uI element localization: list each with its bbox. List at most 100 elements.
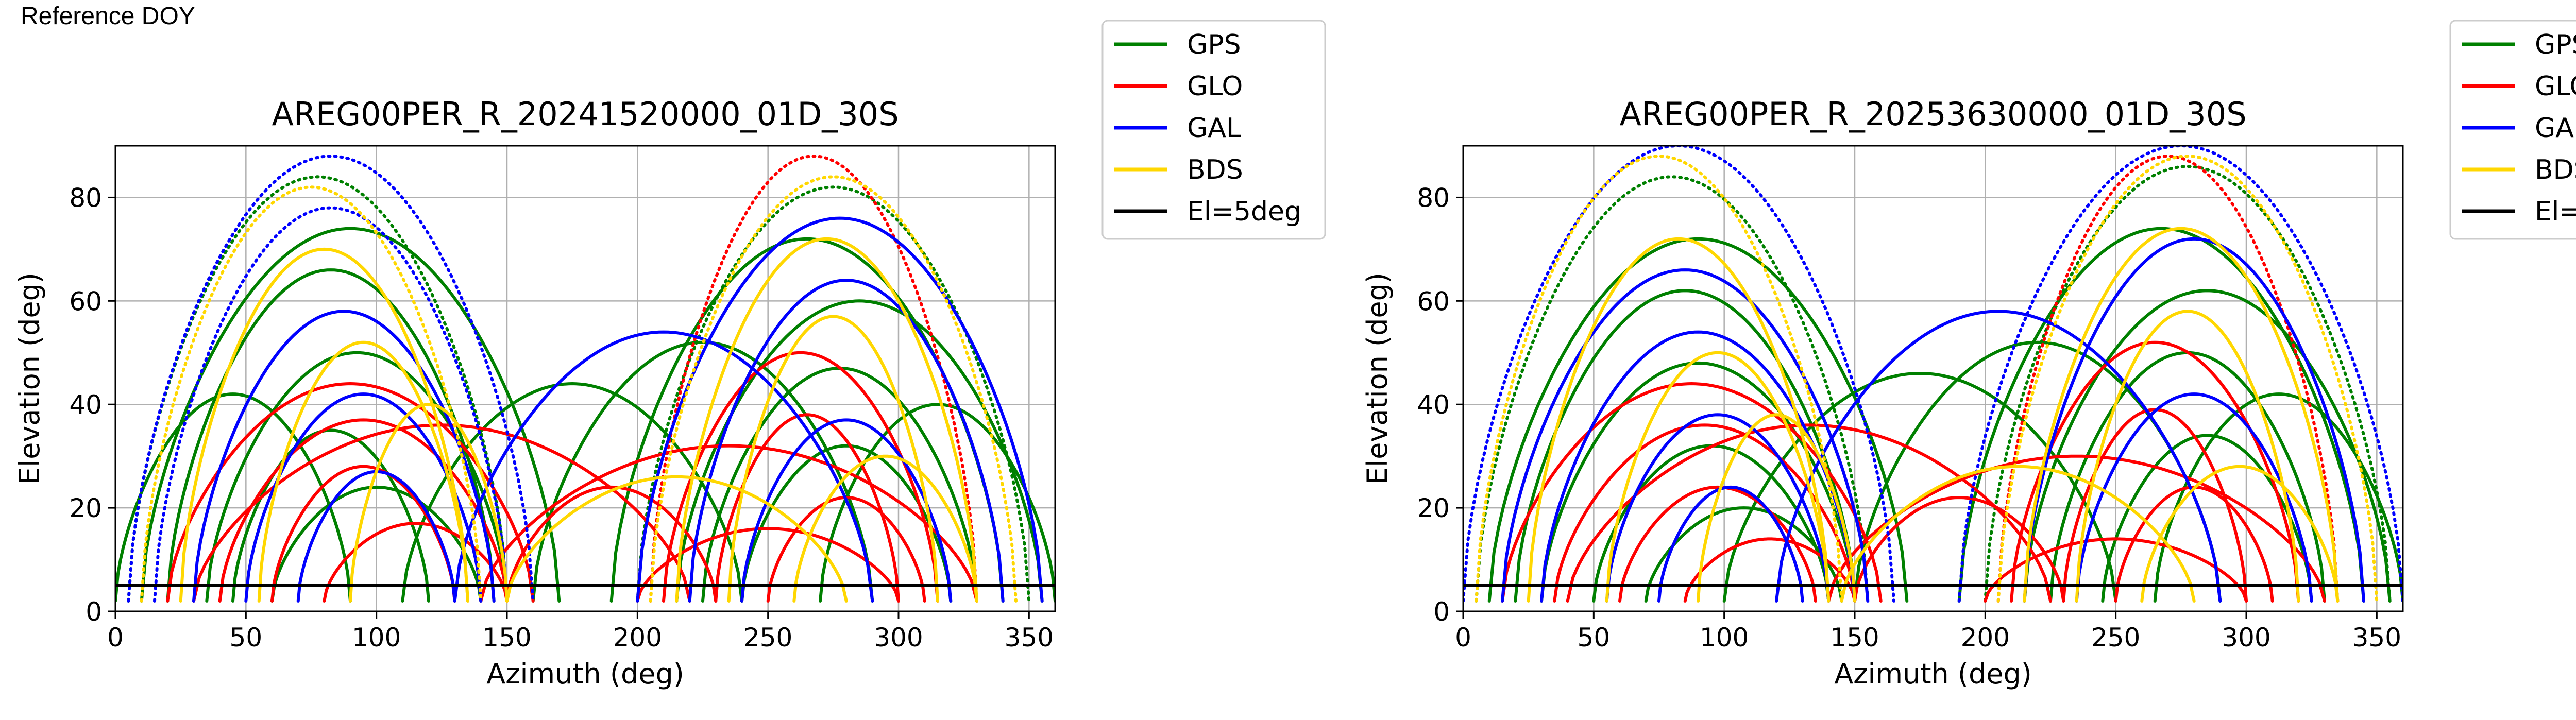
satellite-track [257, 340, 469, 603]
x-tick-label: 100 [352, 623, 401, 653]
legend-label: BDS [2535, 155, 2576, 185]
x-tick-label: 350 [2352, 623, 2401, 653]
skyplot-panel-1: 0 50 100 150 200 250 300 350 0 20 40 60 80 AREG00PER_… [13, 20, 1326, 690]
x-tick-label: 0 [1455, 623, 1471, 653]
series-bds [140, 175, 1018, 603]
satellite-track [2075, 392, 2313, 603]
x-tick-label: 250 [2091, 623, 2140, 653]
satellite-tracks [115, 155, 1055, 603]
x-tick-label: 150 [1830, 623, 1879, 653]
satellite-track [688, 279, 1005, 603]
x-tick-label: 300 [2222, 623, 2270, 653]
satellite-tracks [1463, 146, 2403, 603]
reference-doy-label: Reference DOY [21, 3, 195, 30]
x-tick-label: 0 [107, 623, 124, 653]
plot-area [1463, 146, 2403, 611]
legend-box [1101, 20, 1326, 240]
satellite-track [453, 330, 874, 603]
satellite-track [819, 403, 1055, 603]
legend-label: GLO [1187, 71, 1243, 102]
axes-frame [1462, 145, 2404, 612]
satellite-track [1697, 413, 1856, 603]
satellite-track [1540, 330, 1856, 603]
satellite-track [1840, 465, 2196, 603]
x-axis-label: Azimuth (deg) [1834, 658, 2032, 690]
x-tick-label: 250 [743, 623, 792, 653]
x-tick-label: 150 [482, 623, 531, 653]
y-tick-label: 80 [69, 183, 102, 213]
legend-box [2449, 20, 2576, 240]
series-gal [1463, 146, 2403, 603]
chart-title: AREG00PER_R_20241520000_01D_30S [272, 95, 899, 133]
satellite-track [1853, 495, 2065, 603]
satellite-track [270, 485, 483, 603]
chart-title: AREG00PER_R_20253630000_01D_30S [1619, 95, 2246, 133]
satellite-track [505, 485, 718, 603]
satellite-track [2153, 392, 2403, 603]
satellite-track [127, 175, 509, 603]
satellite-track [1657, 485, 1804, 603]
satellite-track [792, 454, 978, 603]
y-tick-label: 80 [1417, 183, 1450, 213]
satellite-track [1775, 310, 2222, 603]
y-tick-label: 0 [1433, 597, 1450, 627]
axes-frame [114, 145, 1056, 612]
satellite-track [636, 216, 1044, 603]
legend-label: GPS [2535, 29, 2576, 60]
satellite-track [140, 185, 483, 603]
satellite-track [2140, 465, 2340, 603]
satellite-track [349, 403, 509, 603]
satellite-track [1501, 268, 1870, 603]
satellite-track [231, 428, 430, 603]
legend-label: GAL [1187, 113, 1241, 144]
satellite-track [1566, 423, 2052, 603]
satellite-track [1463, 146, 1895, 603]
satellite-track [140, 227, 561, 603]
y-axis-label: Elevation (deg) [1361, 272, 1394, 485]
satellite-track [662, 351, 939, 603]
satellite-track [1618, 485, 1817, 603]
satellite-track [166, 382, 535, 603]
y-axis-label: Elevation (deg) [13, 272, 46, 485]
satellite-track [244, 392, 483, 603]
satellite-track [115, 392, 352, 603]
satellite-track [1514, 289, 1856, 603]
satellite-track [1605, 413, 1831, 603]
satellite-track [505, 475, 848, 603]
satellite-track [727, 315, 939, 603]
series-bds [1475, 155, 2379, 603]
y-tick-label: 20 [1417, 493, 1450, 523]
y-tick-label: 20 [69, 493, 102, 523]
satellite-track [2023, 237, 2365, 603]
y-tick-label: 40 [1417, 390, 1450, 420]
legend-label: El=5deg [1187, 196, 1301, 227]
satellite-track [401, 382, 743, 603]
satellite-track [1957, 146, 2403, 603]
x-tick-label: 350 [1005, 623, 1054, 653]
satellite-track [740, 418, 953, 603]
x-tick-label: 100 [1700, 623, 1749, 653]
satellite-track [2075, 310, 2300, 603]
legend-label: El=5deg [2535, 196, 2576, 227]
legend-label: GAL [2535, 113, 2576, 144]
satellite-track [1540, 361, 1856, 603]
satellite-track [153, 206, 509, 603]
legend: GPS GLO GAL BDS El=5deg [2449, 20, 2576, 240]
satellite-track [218, 418, 509, 603]
legend-label: BDS [1187, 155, 1243, 185]
satellite-track [179, 247, 469, 603]
x-tick-label: 50 [1578, 623, 1611, 653]
satellite-track [1527, 237, 1831, 603]
satellite-track [1487, 237, 1909, 603]
satellite-track [1553, 423, 1856, 603]
y-tick-label: 0 [86, 597, 102, 627]
skyplot-panel-2: 0 50 100 150 200 250 300 350 0 20 40 60 80 AREG00PER_… [1361, 20, 2576, 690]
x-tick-label: 200 [1961, 623, 2010, 653]
series-gps [115, 175, 1055, 603]
satellite-track [2023, 227, 2340, 603]
satellite-track [270, 465, 456, 603]
satellite-track [479, 444, 978, 603]
y-tick-label: 60 [1417, 286, 1450, 316]
legend-label: GPS [1187, 29, 1241, 60]
